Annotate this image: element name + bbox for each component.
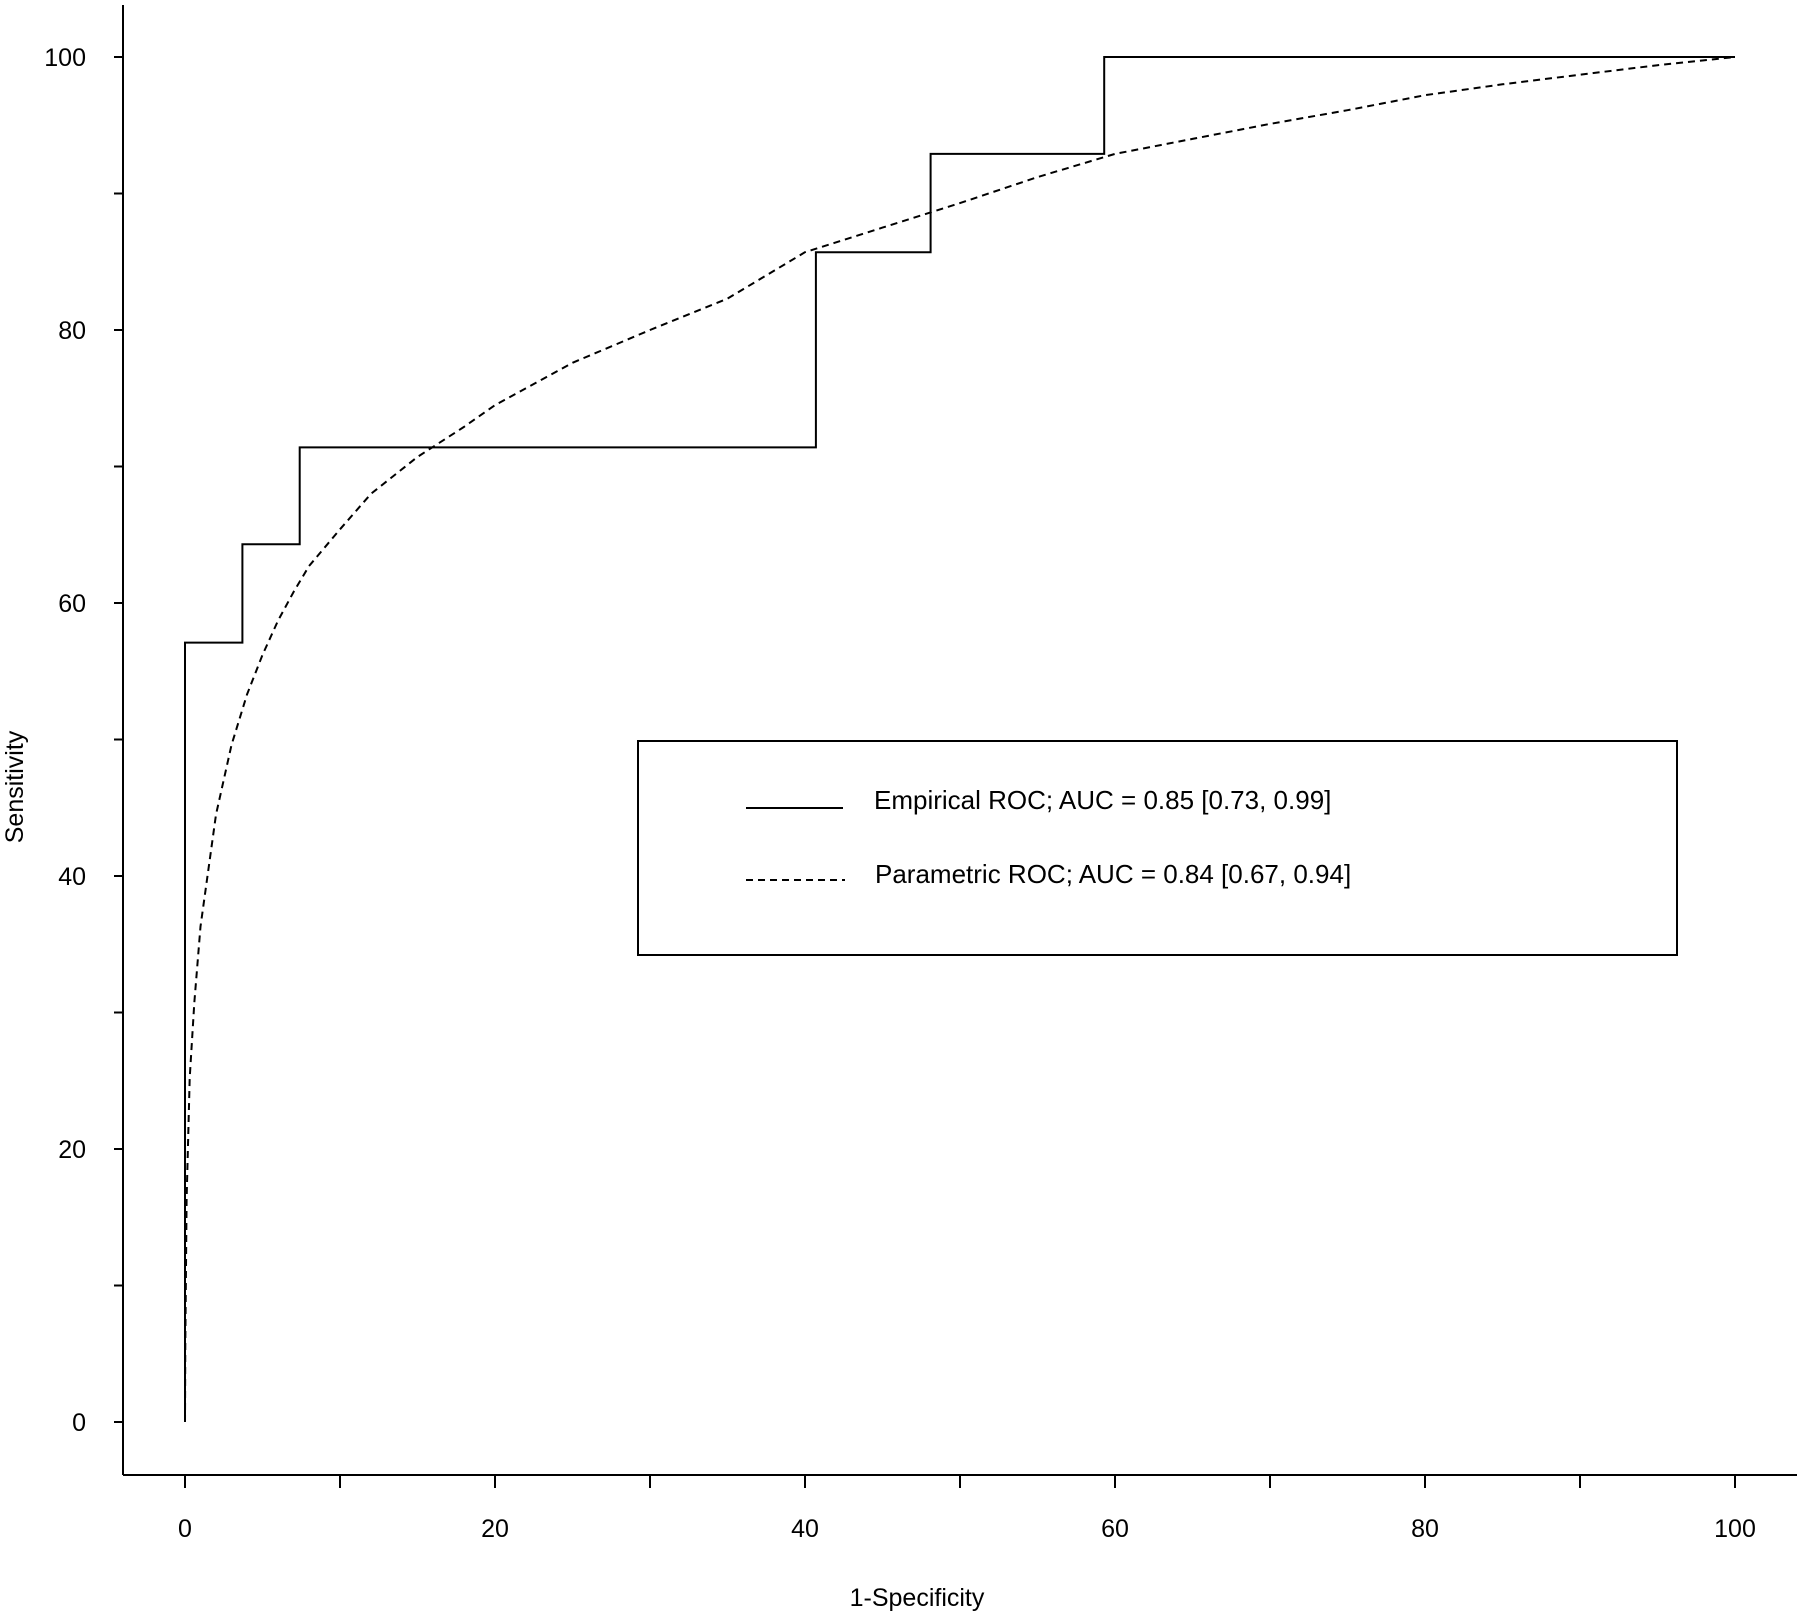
y-tick-label: 20 <box>58 1136 86 1164</box>
x-tick-label: 20 <box>481 1515 509 1543</box>
y-axis-title: Sensitivity <box>1 730 29 843</box>
ticks: 0 20 40 60 80 100 0 20 40 60 80 100 <box>44 44 1756 1543</box>
x-tick-label: 40 <box>791 1515 819 1543</box>
y-tick-label: 80 <box>58 317 86 345</box>
legend-box <box>637 740 1678 956</box>
x-tick-label: 80 <box>1411 1515 1439 1543</box>
x-axis-title: 1-Specificity <box>850 1584 985 1612</box>
empirical-roc-line <box>184 56 1735 1422</box>
y-tick-label: 60 <box>58 590 86 618</box>
legend-label-empirical: Empirical ROC; AUC = 0.85 [0.73, 0.99] <box>874 785 1331 815</box>
y-tick-label: 40 <box>58 863 86 891</box>
y-tick-label: 100 <box>44 44 86 72</box>
x-tick-label: 100 <box>1714 1515 1756 1543</box>
legend-label-parametric: Parametric ROC; AUC = 0.84 [0.67, 0.94] <box>875 859 1351 889</box>
x-tick-label: 60 <box>1101 1515 1129 1543</box>
series <box>184 56 1736 1423</box>
y-tick-label: 0 <box>72 1409 86 1437</box>
parametric-roc-line <box>184 56 1736 1423</box>
x-tick-label: 0 <box>178 1515 192 1543</box>
legend: Empirical ROC; AUC = 0.85 [0.73, 0.99] P… <box>637 740 1678 956</box>
